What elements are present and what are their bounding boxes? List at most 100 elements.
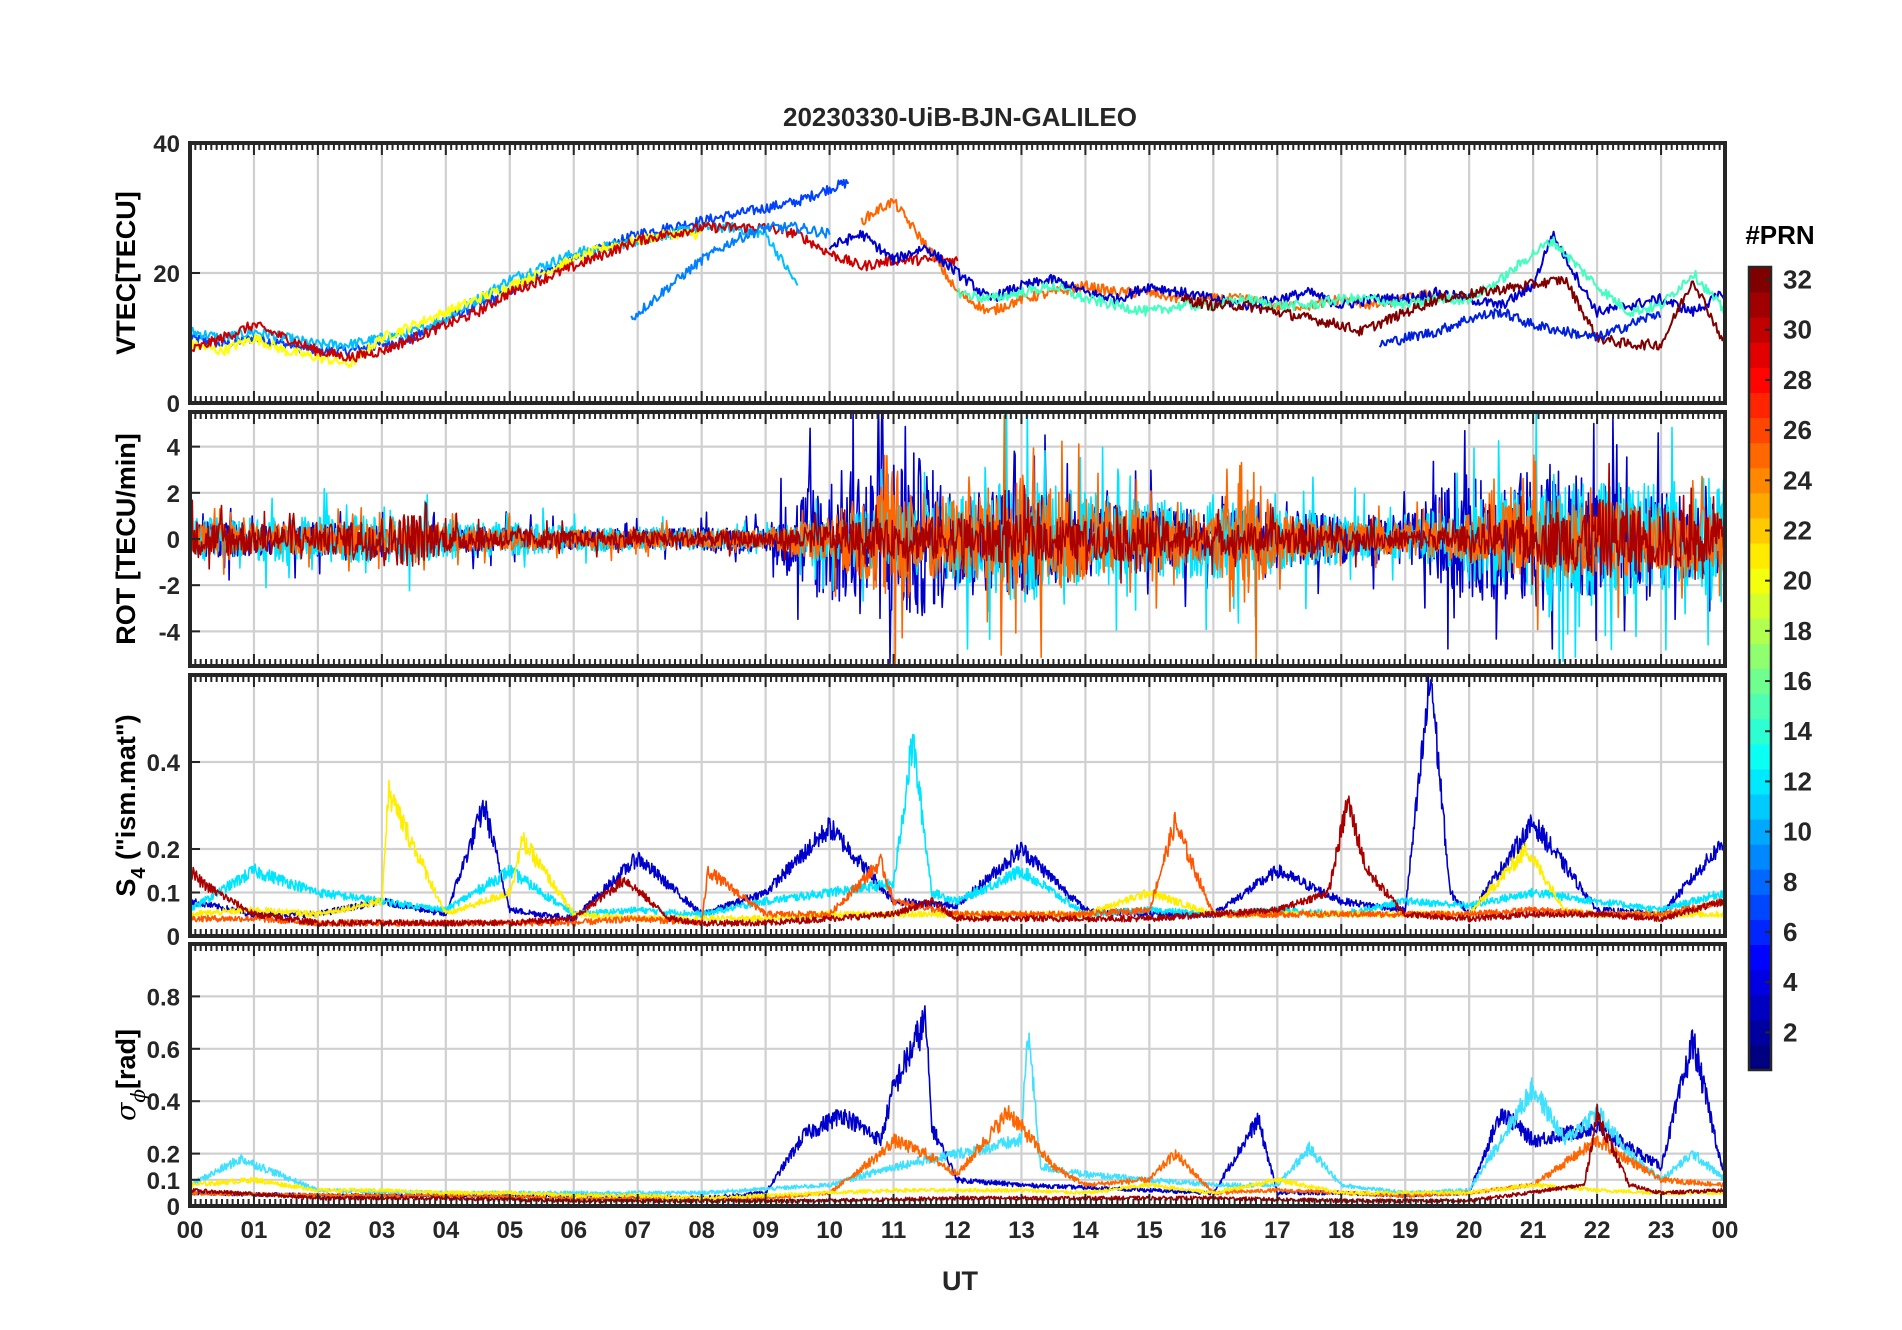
- colorbar-tick-label: 32: [1783, 265, 1812, 295]
- x-tick-label: 14: [1072, 1217, 1099, 1244]
- x-tick-label: 07: [624, 1217, 651, 1244]
- colorbar-segment: [1749, 793, 1771, 820]
- colorbar-segment: [1749, 1044, 1771, 1071]
- y-tick-label: 0.4: [147, 750, 181, 777]
- x-tick-label: 05: [496, 1217, 523, 1244]
- colorbar-tick-label: 28: [1783, 365, 1812, 395]
- colorbar-segment: [1749, 919, 1771, 946]
- x-tick-label: 20: [1456, 1217, 1483, 1244]
- colorbar-tick-label: 24: [1783, 465, 1812, 495]
- y-tick-label: -4: [159, 619, 181, 646]
- colorbar-segment: [1749, 568, 1771, 594]
- y-tick-label: 0.4: [147, 1089, 181, 1116]
- colorbar-segment: [1749, 869, 1771, 895]
- y-tick-label: 40: [153, 131, 180, 158]
- y-tick-label: 0.1: [147, 881, 180, 908]
- series-line-prn-31: [190, 795, 1725, 927]
- colorbar-segment: [1749, 342, 1771, 368]
- colorbar-segment: [1749, 442, 1771, 469]
- colorbar-segment: [1749, 994, 1771, 1021]
- series-line-prn-8: [630, 221, 831, 321]
- x-tick-label: 12: [944, 1217, 971, 1244]
- panel-rot: -4 -2 0 2 4 ROT [TECU/min]: [111, 410, 1727, 668]
- x-tick-label: 10: [816, 1217, 843, 1244]
- colorbar-segment: [1749, 467, 1771, 494]
- x-tick-label: 11: [881, 1217, 906, 1244]
- colorbar-segment: [1749, 668, 1771, 695]
- colorbar-tick-label: 18: [1783, 616, 1812, 646]
- y-tick-label: -2: [159, 573, 180, 600]
- colorbar-segment: [1749, 317, 1771, 343]
- colorbar-tick-label: 14: [1783, 716, 1812, 746]
- y-tick-label: 0: [167, 924, 180, 951]
- colorbar-segment: [1749, 768, 1771, 795]
- colorbar-tick-label: 12: [1783, 766, 1812, 796]
- colorbar-tick-label: 2: [1783, 1017, 1797, 1047]
- colorbar-segment: [1749, 693, 1771, 720]
- series-line-prn-3: [1378, 308, 1662, 348]
- x-tick-label: 21: [1520, 1217, 1547, 1244]
- chart-title: 20230330-UiB-BJN-GALILEO: [783, 102, 1137, 132]
- x-ticks-s4: [189, 675, 1726, 936]
- colorbar-segment: [1749, 492, 1771, 519]
- y-tick-label: 0.8: [147, 984, 180, 1011]
- panel-sigma: 00.10.2 0.4 0.6 0.8 σϕ[rad]: [111, 942, 1727, 1221]
- x-tick-label: 02: [305, 1217, 332, 1244]
- y-tick-label: 0.6: [147, 1037, 180, 1064]
- colorbar-tick-label: 8: [1783, 867, 1797, 897]
- colorbar-tick-label: 30: [1783, 315, 1812, 345]
- x-ticks-vtec: [189, 143, 1726, 403]
- x-tick-label: 17: [1264, 1217, 1291, 1244]
- series-line-prn-30: [190, 462, 1725, 586]
- colorbar-segment: [1749, 819, 1771, 845]
- colorbar-segment: [1749, 894, 1771, 920]
- x-tick-label: 09: [752, 1217, 779, 1244]
- x-tick-label: 04: [432, 1217, 459, 1244]
- y-axis-label-rot: ROT [TECU/min]: [111, 433, 141, 644]
- x-tick-label: 23: [1648, 1217, 1675, 1244]
- x-tick-label: 15: [1136, 1217, 1163, 1244]
- x-tick-label: 19: [1392, 1217, 1419, 1244]
- y-tick-label: 0: [167, 391, 180, 418]
- x-tick-label: 18: [1328, 1217, 1355, 1244]
- colorbar-tick-label: 4: [1783, 967, 1798, 997]
- y-axis-label-s4: S4 ("ism.mat"): [111, 714, 150, 896]
- colorbar-tick-label: 6: [1783, 917, 1797, 947]
- x-axis-label: UT: [942, 1266, 978, 1296]
- x-tick-label: 16: [1200, 1217, 1227, 1244]
- x-tick-label: 22: [1584, 1217, 1611, 1244]
- series-line-prn-2: [828, 229, 1725, 318]
- colorbar-segment: [1749, 718, 1771, 745]
- series-group-s4: [190, 675, 1725, 927]
- grid-s4: [190, 675, 1725, 936]
- colorbar-segment: [1749, 743, 1771, 770]
- colorbar-segment: [1749, 367, 1771, 393]
- colorbar-segment: [1749, 392, 1771, 419]
- series-line-prn-15: [956, 236, 1725, 318]
- colorbar-segment: [1749, 267, 1771, 293]
- colorbar-segment: [1749, 543, 1771, 569]
- y-tick-label: 0.2: [147, 1142, 180, 1169]
- colorbar-tick-label: 16: [1783, 666, 1812, 696]
- grid-sigma: [190, 944, 1725, 1206]
- colorbar-segment: [1749, 417, 1771, 444]
- colorbar-segment: [1749, 593, 1771, 619]
- colorbar-segment: [1749, 944, 1771, 971]
- x-ticks-sigma: [189, 944, 1726, 1206]
- x-tick-label: 00: [177, 1217, 204, 1244]
- series-line-prn-30: [190, 221, 959, 363]
- colorbar-segment: [1749, 1019, 1771, 1046]
- x-tick-label: 01: [241, 1217, 268, 1244]
- y-tick-label: 0.1: [147, 1168, 180, 1195]
- colorbar-segment: [1749, 618, 1771, 644]
- colorbar-tick-label: 10: [1783, 817, 1812, 847]
- series-group-vtec: [190, 178, 1725, 369]
- x-tick-label: 08: [688, 1217, 715, 1244]
- y-axis-label-vtec: VTEC[TECU]: [111, 191, 141, 355]
- colorbar-segment: [1749, 643, 1771, 669]
- colorbar-segment: [1749, 844, 1771, 870]
- colorbar-segment: [1749, 517, 1771, 544]
- colorbar-tick-label: 22: [1783, 515, 1812, 545]
- series-line-prn-32: [1180, 275, 1725, 351]
